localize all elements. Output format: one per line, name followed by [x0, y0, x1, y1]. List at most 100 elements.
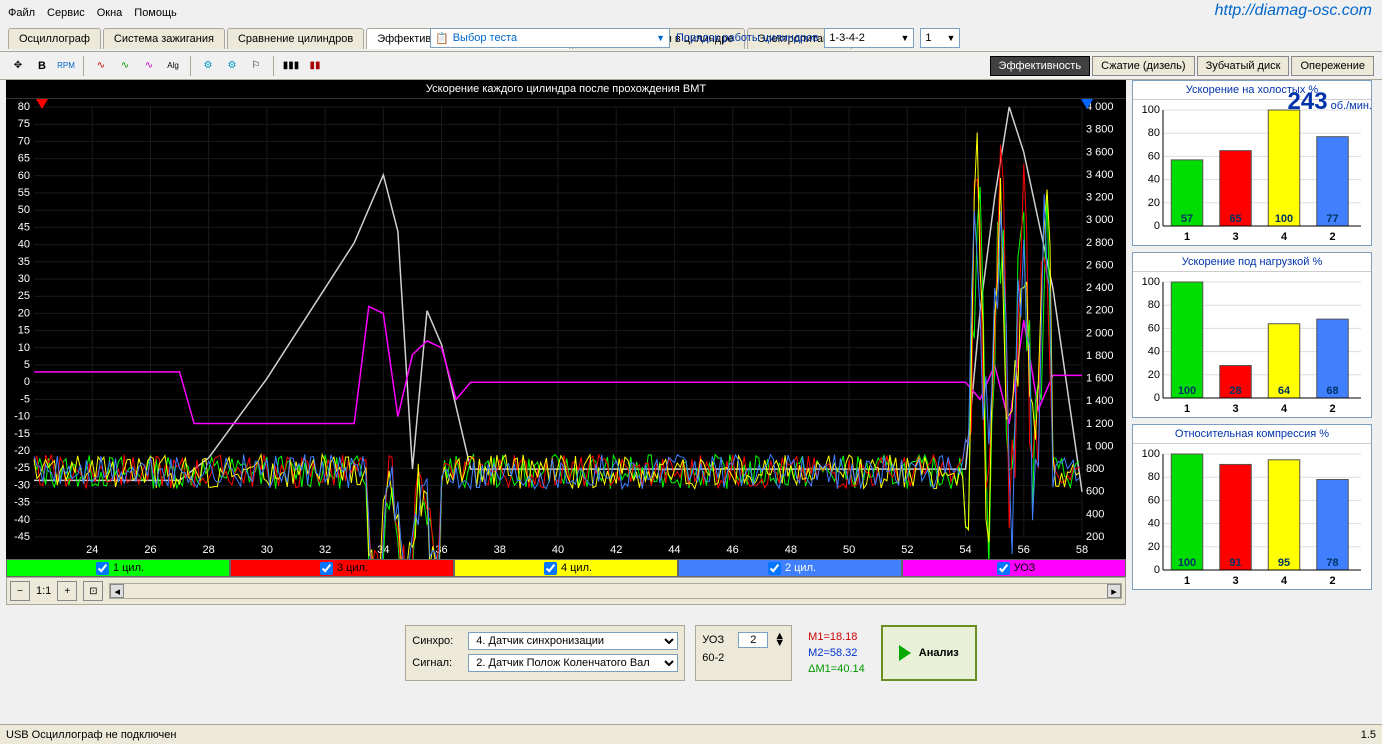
svg-text:-10: -10	[14, 411, 30, 423]
channel-3[interactable]: 4 цил.	[454, 559, 678, 577]
marker-m2[interactable]	[1081, 99, 1093, 109]
svg-text:80: 80	[1148, 299, 1160, 311]
svg-text:-40: -40	[14, 514, 30, 526]
svg-text:100: 100	[1275, 213, 1293, 225]
svg-text:20: 20	[1148, 197, 1160, 209]
tab-oscilloscope[interactable]: Осциллограф	[8, 28, 101, 49]
uoz-down[interactable]: ▼	[774, 640, 785, 647]
svg-text:42: 42	[610, 544, 622, 556]
m1-value: M1=18.18	[808, 631, 865, 643]
scroll-right[interactable]: ▸	[1107, 584, 1121, 598]
svg-text:56: 56	[1018, 544, 1030, 556]
svg-text:3: 3	[1232, 403, 1238, 415]
svg-text:2 800: 2 800	[1086, 237, 1114, 249]
subtab-advance[interactable]: Опережение	[1291, 56, 1374, 76]
menu-file[interactable]: Файл	[8, 7, 35, 19]
svg-text:68: 68	[1326, 385, 1338, 397]
channel-3-checkbox[interactable]	[544, 562, 557, 575]
svg-text:3 600: 3 600	[1086, 146, 1114, 158]
zoom-ratio: 1:1	[36, 585, 51, 597]
channel-1-checkbox[interactable]	[96, 562, 109, 575]
tb-rpm[interactable]: RPM	[56, 56, 76, 76]
svg-text:0: 0	[1154, 220, 1160, 232]
zoom-bar: − 1:1 + ⊡ ◂ ▸	[6, 577, 1126, 605]
svg-text:3 400: 3 400	[1086, 169, 1114, 181]
zoom-out[interactable]: −	[10, 581, 30, 601]
marker-readout: M1=18.18 M2=58.32 ΔM1=40.14	[802, 625, 871, 681]
channel-5[interactable]: УОЗ	[902, 559, 1126, 577]
tb-alg[interactable]: Alg	[163, 56, 183, 76]
svg-text:2: 2	[1329, 403, 1335, 415]
svg-text:55: 55	[18, 187, 30, 199]
svg-text:100: 100	[1142, 104, 1160, 116]
tb-cursor[interactable]: ✥	[8, 56, 28, 76]
teeth-count: 60-2	[702, 652, 724, 664]
svg-text:80: 80	[1148, 471, 1160, 483]
channel-2[interactable]: 3 цил.	[230, 559, 454, 577]
svg-text:-15: -15	[14, 428, 30, 440]
svg-text:4: 4	[1281, 403, 1288, 415]
channel-1[interactable]: 1 цил.	[6, 559, 230, 577]
tab-compare[interactable]: Сравнение цилиндров	[227, 28, 364, 49]
status-right: 1.5	[1361, 729, 1376, 741]
tb-bars2[interactable]: ▮▮	[305, 56, 325, 76]
main-chart[interactable]: -45-40-35-30-25-20-15-10-505101520253035…	[6, 99, 1126, 559]
channel-4[interactable]: 2 цил.	[678, 559, 902, 577]
svg-text:26: 26	[144, 544, 156, 556]
tb-gear1[interactable]: ⚙	[198, 56, 218, 76]
signal-select[interactable]: 2. Датчик Полож Коленчатого Вал	[468, 654, 678, 672]
svg-text:3: 3	[1232, 231, 1238, 243]
zoom-in[interactable]: +	[57, 581, 77, 601]
svg-text:15: 15	[18, 325, 30, 337]
tb-wave3[interactable]: ∿	[139, 56, 159, 76]
svg-text:1 800: 1 800	[1086, 350, 1114, 362]
menu-windows[interactable]: Окна	[97, 7, 123, 19]
firing-order-select[interactable]: 1-3-4-2▼	[824, 28, 914, 48]
subtab-efficiency[interactable]: Эффективность	[990, 56, 1091, 76]
channel-2-checkbox[interactable]	[320, 562, 333, 575]
marker-m1[interactable]	[36, 99, 48, 109]
svg-text:4: 4	[1281, 231, 1288, 243]
tb-wave2[interactable]: ∿	[115, 56, 135, 76]
subtab-compression[interactable]: Сжатие (дизель)	[1092, 56, 1195, 76]
svg-text:3 000: 3 000	[1086, 214, 1114, 226]
firing-count-select[interactable]: 1▼	[920, 28, 960, 48]
tb-gear2[interactable]: ⚙	[222, 56, 242, 76]
tb-bold[interactable]: B	[32, 56, 52, 76]
svg-text:24: 24	[86, 544, 98, 556]
uoz-input[interactable]	[738, 632, 768, 648]
svg-text:100: 100	[1142, 276, 1160, 288]
analyze-button[interactable]: Анализ	[881, 625, 977, 681]
sync-select[interactable]: 4. Датчик синхронизации	[468, 632, 678, 650]
svg-text:1: 1	[1184, 575, 1190, 587]
svg-text:32: 32	[319, 544, 331, 556]
menu-service[interactable]: Сервис	[47, 7, 85, 19]
zoom-fit[interactable]: ⊡	[83, 581, 103, 601]
m2-value: M2=58.32	[808, 647, 865, 659]
menu-help[interactable]: Помощь	[134, 7, 177, 19]
svg-text:60: 60	[1148, 322, 1160, 334]
svg-text:100: 100	[1178, 557, 1196, 569]
svg-text:20: 20	[1148, 541, 1160, 553]
statusbar: USB Осциллограф не подключен 1.5	[0, 724, 1382, 744]
svg-text:100: 100	[1178, 385, 1196, 397]
scroll-left[interactable]: ◂	[110, 584, 124, 598]
svg-text:3: 3	[1232, 575, 1238, 587]
play-icon	[899, 645, 911, 661]
chart-title: Ускорение каждого цилиндра после прохожд…	[6, 80, 1126, 99]
tab-ignition[interactable]: Система зажигания	[103, 28, 225, 49]
test-selector[interactable]: 📋 Выбор теста ▼	[430, 28, 670, 48]
h-scrollbar[interactable]: ◂ ▸	[109, 583, 1122, 599]
svg-text:77: 77	[1326, 213, 1338, 225]
tb-bars1[interactable]: ▮▮▮	[281, 56, 301, 76]
svg-text:75: 75	[18, 118, 30, 130]
tb-flag[interactable]: ⚐	[246, 56, 266, 76]
svg-text:45: 45	[18, 221, 30, 233]
panel-load-title: Ускорение под нагрузкой %	[1133, 253, 1371, 272]
subtab-toothwheel[interactable]: Зубчатый диск	[1197, 56, 1290, 76]
svg-text:100: 100	[1142, 448, 1160, 460]
bars-load: 0204060801001001283644682	[1133, 272, 1371, 417]
tb-wave1[interactable]: ∿	[91, 56, 111, 76]
channel-5-checkbox[interactable]	[997, 562, 1010, 575]
channel-4-checkbox[interactable]	[768, 562, 781, 575]
